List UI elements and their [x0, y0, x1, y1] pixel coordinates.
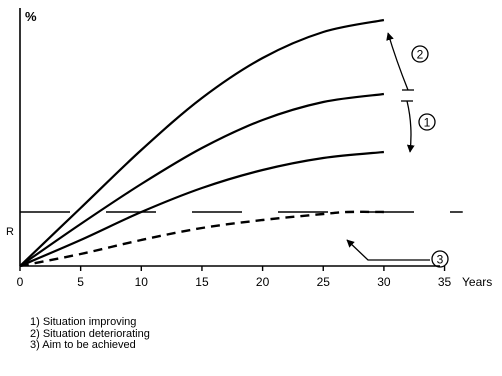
annotation-3-circle [431, 250, 449, 268]
series-line-4 [19, 210, 384, 268]
y-axis-label: % [25, 9, 37, 24]
annotation-1-arrow [406, 100, 415, 153]
x-tick-label-10: 10 [135, 275, 149, 289]
note-1: 1) Situation improving [30, 316, 137, 328]
series-line-2 [19, 92, 385, 267]
note-2: 2) Situation deteriorating [30, 327, 150, 340]
annotation-2-label: 2 [417, 48, 424, 62]
series-group [19, 18, 385, 268]
x-tick-label-25: 25 [317, 275, 331, 289]
axes: % Years R [6, 8, 492, 289]
reference-label: R [6, 226, 14, 238]
x-ticks: 0 5 10 15 20 25 30 35 [17, 266, 452, 289]
x-tick-label-35: 35 [438, 275, 452, 289]
annotation-1-circle [418, 113, 436, 131]
annotation-3-leader [346, 239, 430, 261]
x-tick-label-30: 30 [377, 275, 391, 289]
note-3: 3) Aim to be achieved [30, 339, 136, 351]
series-line-1 [19, 18, 385, 267]
x-axis-label: Years [462, 275, 492, 289]
annotation-1-label: 1 [424, 116, 431, 130]
series-line-3 [19, 150, 385, 268]
x-tick-label-0: 0 [17, 275, 24, 289]
annotation-2-arrow [386, 32, 409, 91]
x-tick-label-20: 20 [256, 275, 270, 289]
annotation-2-circle [411, 45, 429, 63]
annotation-3-label: 3 [437, 253, 444, 267]
annotations: 2 1 3 [346, 32, 449, 268]
x-tick-label-5: 5 [77, 275, 84, 289]
x-tick-label-15: 15 [195, 275, 209, 289]
notes-list: 1) Situation improving 2) Situation dete… [30, 316, 150, 352]
